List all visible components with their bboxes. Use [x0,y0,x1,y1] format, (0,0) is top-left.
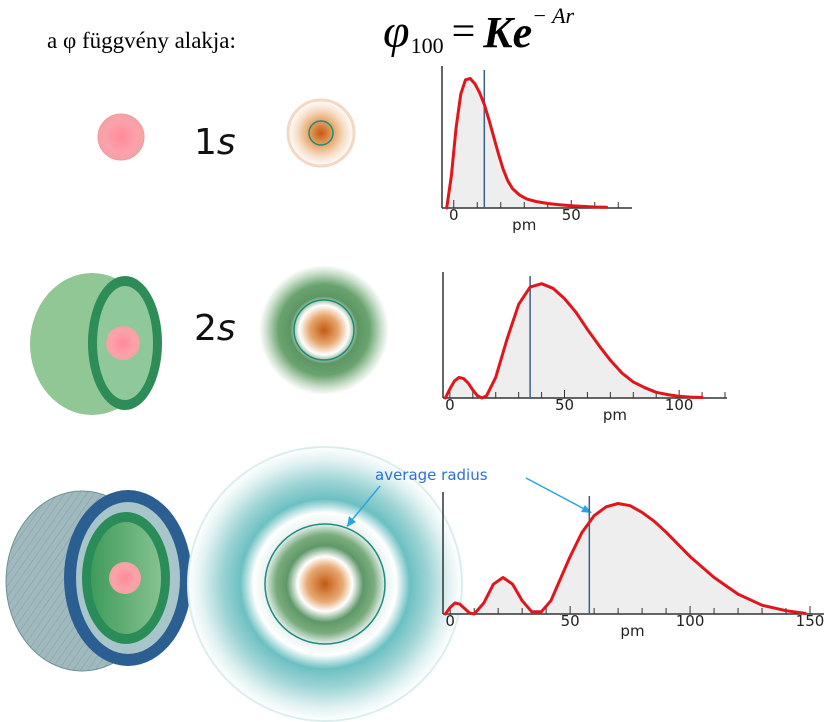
charts: 0 50 pm 0 50 100 pm 0 50 100 150 pm [441,66,825,640]
sphere-2s-core [106,326,140,360]
x-axis-label-3s: pm [620,622,644,640]
area-2s [445,283,703,398]
x-tick-label-3s-150: 150 [796,612,825,630]
x-axis-label-2s: pm [603,406,627,424]
label-1s: 1s [194,122,236,163]
area-1s [446,78,607,208]
curve-3s [443,502,807,616]
x-tick-label-3s-0: 0 [445,612,455,630]
density-3s [188,447,462,721]
radius-ring-2s [293,299,355,361]
formula-subscript: 100 [410,33,444,58]
formula-exponent: − Ar [532,3,575,28]
formula: φ100 = Ke− Ar [383,3,575,59]
caption: a φ függvény alakja: [47,28,236,53]
x-axis-label-1s: pm [512,216,536,234]
formula-e: e [512,8,533,57]
x-tick-label-1s-0: 0 [449,206,459,224]
label-2s: 2s [194,308,236,349]
curve-2s [443,282,704,400]
density-3s-edge [187,446,463,722]
radius-ring-3s [264,523,386,645]
label-1s-s: s [216,122,236,163]
density-2s [259,265,389,395]
curve-1s [445,77,608,210]
average-radius-arrow-plot [525,477,591,513]
x-tick-label-3s-50: 50 [561,612,580,630]
x-tick-label-3s-100: 100 [676,612,705,630]
x-tick-label-2s-0: 0 [445,396,455,414]
density-1s [288,100,354,166]
x-tick-label-1s-50: 50 [562,206,581,224]
average-radius-label: average radius [375,466,488,484]
label-2s-s: s [216,308,236,349]
x-tick-label-2s-50: 50 [555,396,574,414]
radius-ring-1s [308,120,334,146]
average-radius-arrowhead-ring [347,516,356,527]
label-2s-num: 2 [194,308,217,349]
area-3s [445,503,806,614]
formula-k: K [483,8,513,57]
formula-phi: φ [383,5,410,58]
label-1s-num: 1 [194,122,217,163]
formula-equals: = [451,9,476,55]
average-radius-arrowhead-plot [581,505,592,513]
density-1s-halo [286,98,356,168]
sphere-1s [97,113,145,161]
x-tick-label-2s-100: 100 [665,396,694,414]
sphere-3s-core [109,562,141,594]
